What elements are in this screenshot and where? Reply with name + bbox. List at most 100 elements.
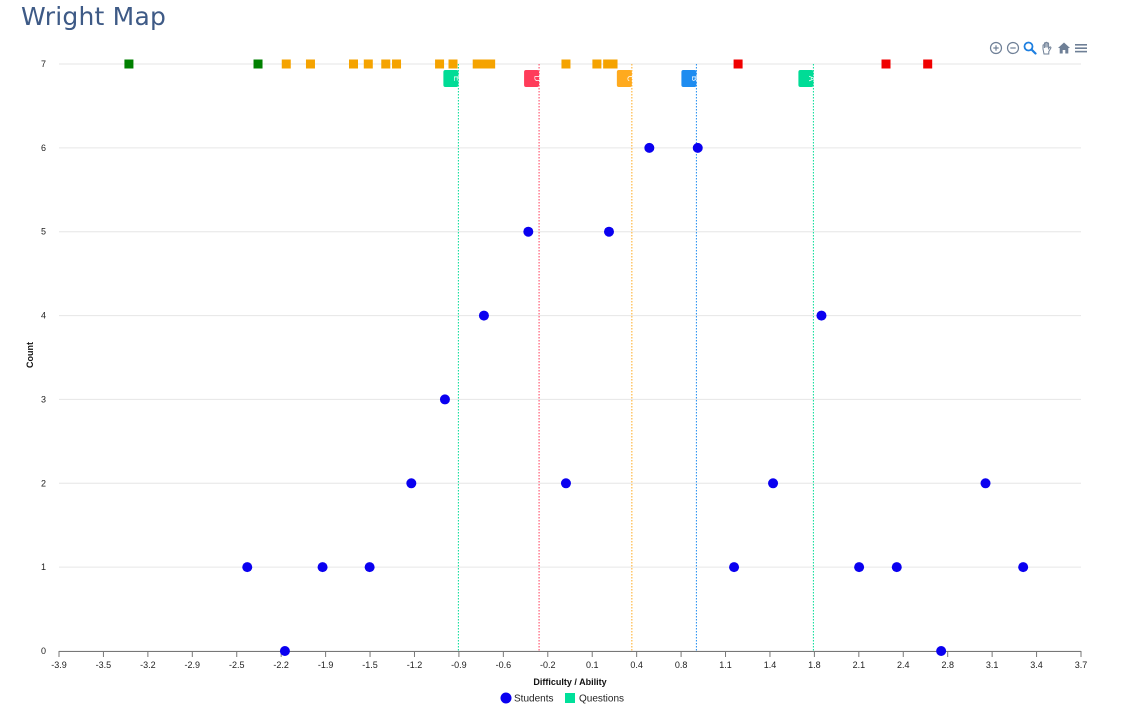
question-point[interactable]: [348, 59, 358, 69]
reference-label-box: [524, 70, 540, 87]
reference-line-label: D: [533, 76, 542, 82]
question-point[interactable]: [486, 59, 496, 69]
student-point[interactable]: [854, 562, 865, 573]
question-point[interactable]: [480, 59, 490, 69]
legend-questions-label[interactable]: Questions: [579, 694, 624, 705]
question-point[interactable]: [305, 59, 315, 69]
question-point[interactable]: [561, 59, 571, 69]
hand-icon: [1042, 41, 1052, 55]
x-tick-label: 2.8: [941, 660, 954, 670]
student-point[interactable]: [242, 562, 253, 573]
question-point[interactable]: [592, 59, 602, 69]
question-point[interactable]: [381, 59, 391, 69]
x-tick-label: 0.1: [586, 660, 599, 670]
reference-label-box: [616, 70, 632, 87]
reference-line-label: A: [807, 76, 816, 82]
y-tick-label: 2: [41, 478, 46, 488]
question-point[interactable]: [472, 59, 482, 69]
x-tick-label: 3.1: [986, 660, 999, 670]
student-point[interactable]: [364, 562, 375, 573]
legend-students-marker: [500, 692, 512, 704]
student-point[interactable]: [406, 478, 417, 489]
student-point[interactable]: [439, 394, 450, 405]
student-point[interactable]: [560, 478, 571, 489]
reference-line-label: E: [452, 76, 461, 81]
x-axis-title: Difficulty / Ability: [533, 677, 606, 687]
zoom-in-button[interactable]: [988, 40, 1004, 56]
question-point[interactable]: [363, 59, 373, 69]
data-points: [124, 59, 1029, 656]
x-tick-label: 1.8: [808, 660, 821, 670]
student-point[interactable]: [692, 142, 703, 153]
question-point[interactable]: [124, 59, 134, 69]
reference-label-box: [681, 70, 697, 87]
x-tick-label: -2.2: [273, 660, 289, 670]
question-point[interactable]: [435, 59, 445, 69]
x-tick-label: -3.9: [51, 660, 67, 670]
student-point[interactable]: [891, 562, 902, 573]
y-tick-label: 5: [41, 227, 46, 237]
x-tick-label: -0.2: [540, 660, 556, 670]
question-point[interactable]: [281, 59, 291, 69]
question-point[interactable]: [448, 59, 458, 69]
legend-students-label[interactable]: Students: [514, 694, 553, 705]
reference-line-label: B: [690, 76, 699, 81]
x-tick-label: 3.4: [1030, 660, 1043, 670]
x-tick-label: -2.5: [229, 660, 245, 670]
menu-button[interactable]: [1073, 40, 1089, 56]
hamburger-icon: [1075, 44, 1087, 53]
reset-zoom-button[interactable]: [1056, 40, 1072, 56]
y-tick-label: 7: [41, 59, 46, 69]
x-tick-label: -0.6: [496, 660, 512, 670]
grid-lines: [59, 63, 1081, 652]
question-point[interactable]: [253, 59, 263, 69]
x-tick-label: 1.1: [719, 660, 732, 670]
student-point[interactable]: [644, 142, 655, 153]
student-point[interactable]: [1018, 562, 1029, 573]
x-tick-label: -0.9: [451, 660, 467, 670]
axes: 0 1 2 3 4 5 6 7 -3.9 -3.5 -3.2 -2.9 -2.5 -2.2 -1.9 -1.5…: [41, 59, 1087, 670]
question-point[interactable]: [881, 59, 891, 69]
x-tick-label: -1.9: [318, 660, 334, 670]
x-tick-label: -3.2: [140, 660, 156, 670]
y-tick-label: 1: [41, 562, 46, 572]
zoom-out-icon: [1006, 41, 1020, 55]
student-point[interactable]: [980, 478, 991, 489]
question-point[interactable]: [923, 59, 933, 69]
page-title: Wright Map: [21, 2, 167, 31]
x-tick-label: -3.5: [96, 660, 112, 670]
question-point[interactable]: [608, 59, 618, 69]
y-tick-label: 6: [41, 143, 46, 153]
x-tick-label: 2.4: [897, 660, 910, 670]
pan-button[interactable]: [1039, 40, 1055, 56]
x-tick-label: -1.5: [362, 660, 378, 670]
question-point[interactable]: [733, 59, 743, 69]
chart-toolbar: [988, 40, 1089, 56]
student-point[interactable]: [816, 310, 827, 321]
student-point[interactable]: [478, 310, 489, 321]
student-point[interactable]: [729, 562, 740, 573]
student-point[interactable]: [523, 226, 534, 237]
zoom-in-icon: [989, 41, 1003, 55]
zoom-select-button[interactable]: [1022, 40, 1038, 56]
magnifier-icon: [1023, 41, 1037, 55]
y-axis-title: Count: [25, 342, 35, 368]
x-tick-label: -1.2: [407, 660, 423, 670]
legend: Students Questions: [500, 692, 624, 705]
home-icon: [1058, 42, 1070, 54]
student-point[interactable]: [317, 562, 328, 573]
question-point[interactable]: [603, 59, 613, 69]
y-tick-label: 3: [41, 394, 46, 404]
question-point[interactable]: [392, 59, 402, 69]
student-point[interactable]: [936, 646, 947, 656]
student-point[interactable]: [768, 478, 779, 489]
x-tick-label: 0.8: [675, 660, 688, 670]
student-point[interactable]: [279, 646, 290, 656]
x-tick-label: -2.9: [185, 660, 201, 670]
student-point[interactable]: [603, 226, 614, 237]
y-tick-label: 4: [41, 311, 46, 321]
zoom-out-button[interactable]: [1005, 40, 1021, 56]
legend-questions-marker: [565, 693, 575, 703]
